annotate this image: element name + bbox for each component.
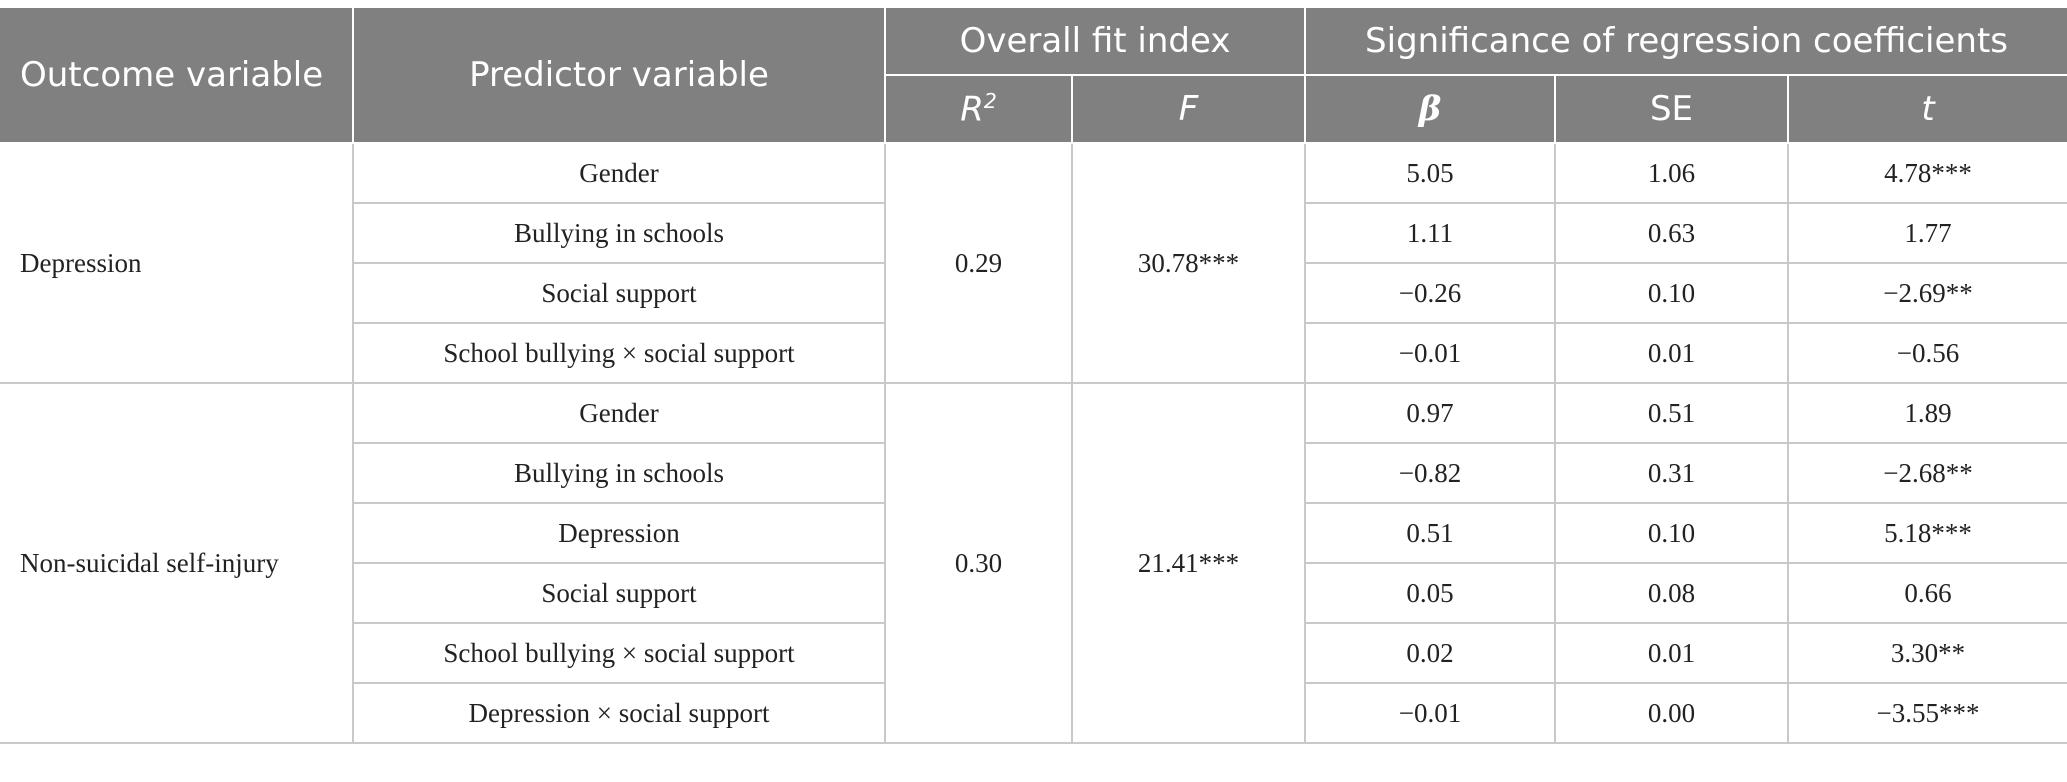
se-cell: 0.00 (1554, 682, 1790, 744)
regression-table: Outcome variable Predictor variable Over… (0, 8, 2067, 744)
table-row: Social support −0.26 0.10 −2.69** (0, 262, 2067, 324)
se-cell: 0.63 (1554, 202, 1790, 264)
beta-cell: 0.02 (1304, 622, 1557, 684)
t-cell: 5.18*** (1787, 502, 2067, 564)
predictor-cell: Depression × social support (353, 682, 886, 744)
f-cell: 30.78*** (1070, 142, 1307, 384)
t-cell: 4.78*** (1787, 142, 2067, 204)
beta-cell: 0.51 (1304, 502, 1557, 564)
t-cell: −3.55*** (1787, 682, 2067, 744)
se-cell: 0.01 (1554, 622, 1790, 684)
predictor-cell: Gender (352, 382, 886, 444)
beta-cell: −0.01 (1304, 322, 1557, 384)
t-cell: −2.69** (1787, 262, 2067, 324)
predictor-cell: School bullying × social support (353, 322, 886, 384)
t-cell: 0.66 (1787, 562, 2067, 624)
se-cell: 0.51 (1554, 382, 1790, 444)
t-cell: 1.89 (1787, 382, 2067, 444)
header-outcome-variable: Outcome variable (0, 8, 354, 144)
beta-cell: −0.26 (1304, 262, 1557, 324)
header-significance-coefficients: Significance of regression coefficients (1304, 8, 2067, 76)
r2-cell: 0.30 (884, 382, 1073, 744)
beta-cell: 0.05 (1304, 562, 1557, 624)
header-se: SE (1554, 74, 1790, 144)
t-cell: 3.30** (1787, 622, 2067, 684)
outcome-cell: Non-suicidal self-injury (0, 382, 354, 744)
outcome-cell: Depression (0, 142, 354, 384)
beta-cell: 1.11 (1304, 202, 1557, 264)
predictor-cell: Social support (353, 562, 886, 624)
se-cell: 0.10 (1554, 262, 1790, 324)
header-t: t (1787, 74, 2067, 144)
t-cell: 1.77 (1787, 202, 2067, 264)
predictor-cell: Depression (353, 502, 886, 564)
header-overall-fit-index: Overall fit index (883, 8, 1307, 76)
se-cell: 0.08 (1554, 562, 1790, 624)
table-row: Depression Gender 0.29 30.78*** 5.05 1.0… (0, 142, 2067, 384)
header-r-squared: R2 (885, 74, 1073, 144)
predictor-cell: School bullying × social support (353, 622, 886, 684)
predictor-cell: Bullying in schools (353, 442, 886, 504)
predictor-cell: Social support (353, 262, 886, 324)
header-f: F (1070, 74, 1307, 144)
table-row: Depression 0.51 0.10 5.18*** (0, 502, 2067, 564)
t-cell: −0.56 (1787, 322, 2067, 384)
se-cell: 0.31 (1554, 442, 1790, 504)
table-row: School bullying × social support −0.01 0… (0, 322, 2067, 384)
header-beta: β (1304, 74, 1557, 144)
beta-cell: 5.05 (1304, 142, 1557, 204)
table-row: Bullying in schools 1.11 0.63 1.77 (0, 202, 2067, 264)
r2-cell: 0.29 (884, 142, 1073, 384)
table-row: Social support 0.05 0.08 0.66 (0, 562, 2067, 624)
table-row: Non-suicidal self-injury Gender 0.30 21.… (0, 382, 2067, 744)
beta-cell: 0.97 (1304, 382, 1557, 444)
header-r-squared-sup: 2 (983, 88, 997, 113)
table-row: Bullying in schools −0.82 0.31 −2.68** (0, 442, 2067, 504)
beta-cell: −0.01 (1304, 682, 1557, 744)
table-row: School bullying × social support 0.02 0.… (0, 622, 2067, 684)
t-cell: −2.68** (1787, 442, 2067, 504)
se-cell: 0.01 (1554, 322, 1790, 384)
predictor-cell: Bullying in schools (353, 202, 886, 264)
se-cell: 0.10 (1554, 502, 1790, 564)
f-cell: 21.41*** (1070, 382, 1307, 744)
header-r-squared-base: R (960, 89, 984, 130)
predictor-cell: Gender (352, 142, 886, 204)
table-row: Depression × social support −0.01 0.00 −… (0, 682, 2067, 744)
se-cell: 1.06 (1554, 142, 1790, 204)
beta-cell: −0.82 (1304, 442, 1557, 504)
header-predictor-variable: Predictor variable (352, 8, 886, 144)
